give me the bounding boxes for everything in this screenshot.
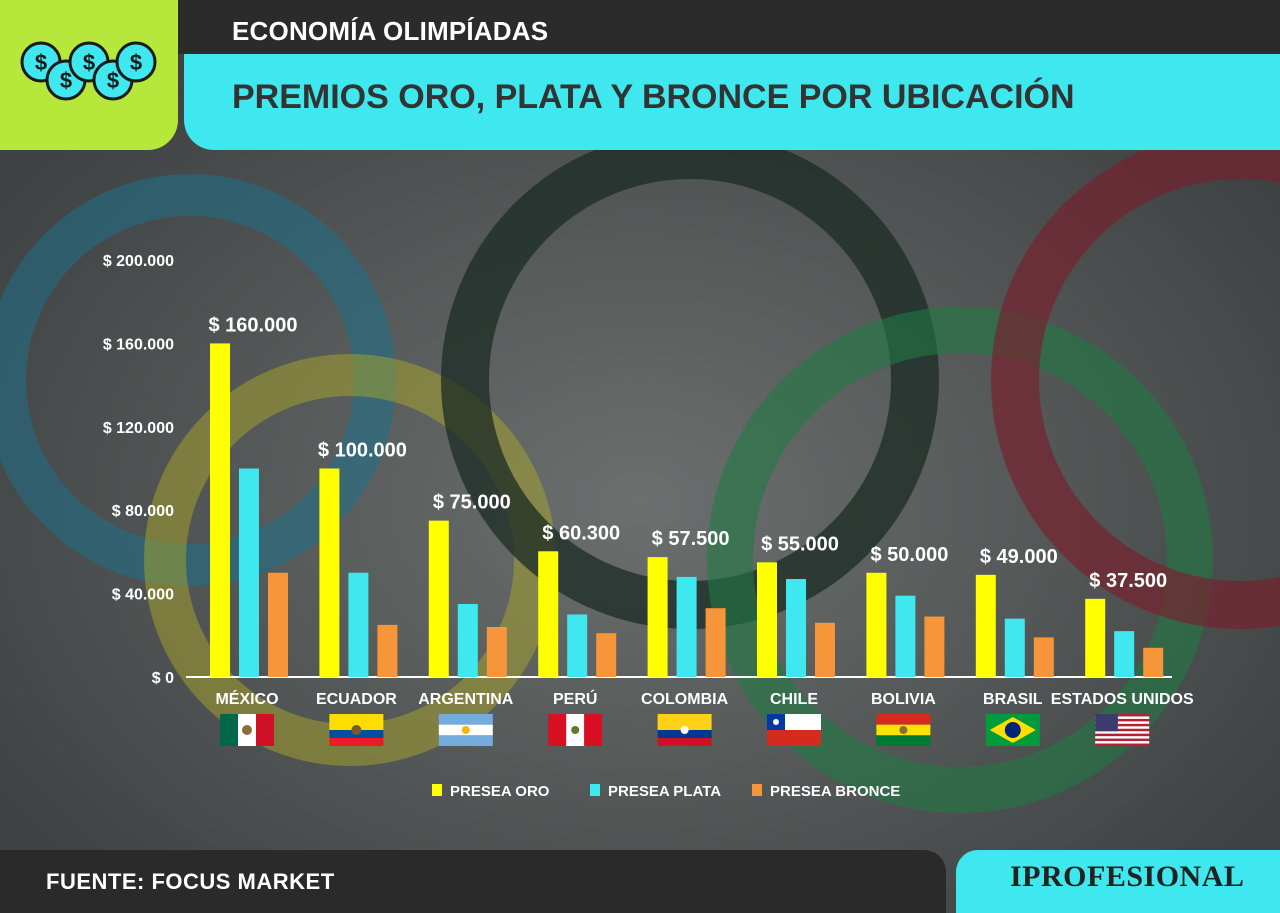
y-tick-label: $ 40.000 (112, 587, 174, 604)
y-tick-label: $ 200.000 (103, 253, 174, 270)
bar-oro (428, 520, 449, 677)
svg-text:$: $ (35, 50, 47, 75)
y-tick-label: $ 0 (152, 670, 174, 687)
source-note: FUENTE: FOCUS MARKET (46, 869, 335, 894)
bar-oro (757, 562, 777, 677)
data-label: $ 49.000 (980, 546, 1058, 568)
legend-swatch-oro (432, 784, 442, 796)
bar-plata (676, 576, 697, 677)
bar-oro (1085, 598, 1106, 677)
data-label: $ 75.000 (433, 492, 511, 514)
y-tick-label: $ 120.000 (103, 420, 174, 437)
category-label: ECUADOR (316, 691, 397, 708)
svg-text:$: $ (130, 50, 142, 75)
flag-mexico-icon (220, 714, 274, 746)
bar-oro (210, 343, 230, 677)
bar-plata (1114, 631, 1135, 677)
bar-plata (895, 595, 916, 677)
bar-chart: $ 0 $ 40.000 $ 80.000 $ 120.000 $ 160.000 $ 2… (103, 253, 1194, 800)
category-label: PERÚ (553, 689, 597, 708)
title-band (184, 54, 1280, 150)
bar-oro (319, 468, 340, 677)
svg-text:$: $ (60, 68, 72, 93)
section-kicker: ECONOMÍA OLIMPÍADAS (232, 16, 549, 46)
flag-chile-icon (767, 714, 821, 746)
bar-plata (786, 579, 806, 677)
page-title: PREMIOS ORO, PLATA Y BRONCE POR UBICACIÓ… (232, 78, 1075, 116)
flag-peru-icon (548, 714, 603, 746)
data-label: $ 100.000 (318, 440, 407, 462)
y-tick-label: $ 80.000 (112, 503, 174, 520)
coins-dollar-icon: $ $ $ $ $ (20, 41, 157, 101)
bar-bronce (1033, 637, 1054, 677)
legend-label: PRESEA PLATA (608, 783, 721, 800)
category-label: BOLIVIA (871, 691, 936, 708)
top-bar (0, 0, 1280, 54)
category-label: ESTADOS UNIDOS (1051, 691, 1194, 708)
logo-panel: $ $ $ $ $ (0, 0, 178, 150)
bar-bronce (1143, 647, 1164, 677)
data-label: $ 55.000 (761, 533, 839, 555)
flag-usa-icon (1095, 714, 1150, 747)
data-label: $ 60.300 (542, 522, 620, 544)
bar-bronce (377, 624, 398, 677)
bar-oro (866, 572, 887, 677)
bar-plata (348, 572, 369, 677)
data-label: $ 50.000 (870, 544, 948, 566)
legend-swatch-plata (590, 784, 600, 796)
category-label: MÉXICO (215, 689, 278, 708)
y-tick-label: $ 160.000 (103, 336, 174, 353)
bar-bronce (924, 616, 945, 677)
brand-panel (956, 850, 1280, 913)
brand-logo: IPROFESIONAL (1010, 860, 1245, 893)
data-label: $ 57.500 (652, 528, 730, 550)
bar-oro (538, 551, 559, 677)
flag-argentina-icon (438, 714, 493, 746)
bar-bronce (486, 626, 507, 677)
bar-oro (975, 574, 996, 677)
flag-ecuador-icon (329, 714, 384, 746)
svg-text:$: $ (83, 50, 95, 75)
bar-plata (457, 604, 478, 677)
data-label: $ 160.000 (209, 314, 298, 336)
category-label: ARGENTINA (418, 691, 514, 708)
category-label: BRASIL (983, 691, 1043, 708)
bar-plata (239, 468, 259, 677)
bar-bronce (268, 572, 288, 677)
bar-bronce (705, 608, 726, 677)
bar-bronce (815, 622, 835, 677)
bar-oro (647, 557, 668, 677)
flag-colombia-icon (657, 714, 712, 746)
flag-brasil-icon (985, 714, 1040, 746)
category-label: COLOMBIA (641, 691, 729, 708)
legend-swatch-bronce (752, 784, 762, 796)
legend-label: PRESEA ORO (450, 783, 550, 800)
bar-bronce (596, 633, 617, 677)
footer-bar (0, 850, 946, 913)
legend-label: PRESEA BRONCE (770, 783, 900, 800)
data-label: $ 37.500 (1089, 570, 1167, 592)
category-label: CHILE (770, 691, 818, 708)
bar-plata (567, 614, 588, 677)
svg-text:$: $ (107, 68, 119, 93)
bar-plata (1004, 618, 1025, 677)
flag-bolivia-icon (876, 714, 931, 746)
